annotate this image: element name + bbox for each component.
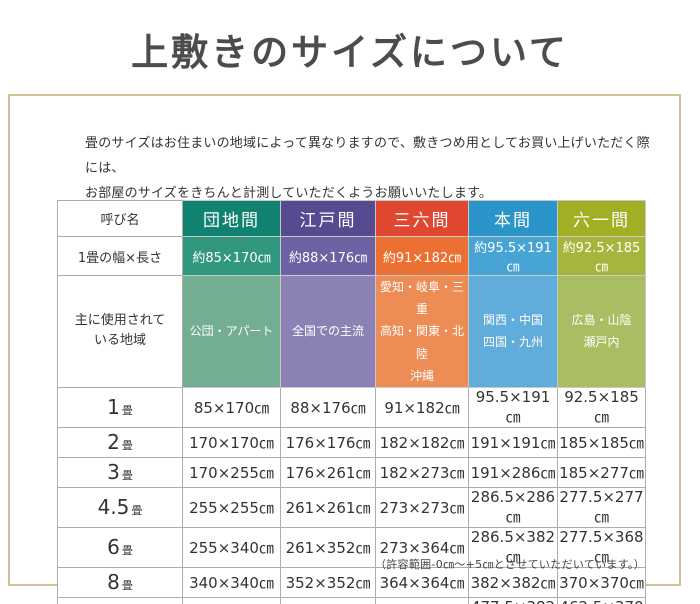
table-row-4-5jo: 4.5 畳 255×255㎝ 261×261㎝ 273×273㎝ 286.5×28…: [57, 486, 646, 528]
value-cell: 95.5×191㎝: [468, 386, 558, 428]
column-header-honma: 本間: [468, 200, 558, 237]
row-label-number: 2: [107, 430, 120, 455]
region-cell: 広島・山陰 瀬戸内: [557, 275, 646, 388]
row-label-unit: 畳: [121, 579, 133, 593]
intro-line-2: お部屋のサイズをきちんと計測していただくようお願いいたします。: [85, 186, 493, 201]
value-cell: 261×261㎝: [280, 486, 376, 528]
region-label: 主に使用されて いる地域: [57, 275, 183, 388]
unit-size-cell: 約88×176㎝: [280, 236, 376, 276]
region-cell: 愛知・岐阜・三重 高知・関東・北陸 沖縄: [375, 275, 469, 388]
row-label-number: 4.5: [97, 495, 130, 520]
region-row: 主に使用されて いる地域 公団・アパート 全国での主流 愛知・岐阜・三重 高知・…: [57, 275, 646, 388]
value-cell: 277.5×368㎝: [557, 526, 646, 568]
column-header-sabuma: 三六間: [375, 200, 469, 237]
value-cell: 191×191㎝: [468, 426, 558, 458]
table-row-10jo: 10畳 425×340㎝ 440×352㎝ 455×364㎝ 477.5×382…: [57, 596, 646, 604]
row-label-unit: 畳: [121, 439, 133, 453]
value-cell: 88×176㎝: [280, 386, 376, 428]
value-cell: 477.5×382㎝: [468, 596, 558, 604]
value-cell: 182×273㎝: [375, 456, 469, 488]
value-cell: 286.5×286㎝: [468, 486, 558, 528]
row-label-number: 3: [107, 460, 120, 485]
row-label-unit: 畳: [121, 544, 133, 558]
value-cell: 176×261㎝: [280, 456, 376, 488]
value-cell: 382×382㎝: [468, 566, 558, 598]
value-cell: 273×273㎝: [375, 486, 469, 528]
value-cell: 255×255㎝: [182, 486, 281, 528]
column-header-rokuichima: 六一間: [557, 200, 646, 237]
value-cell: 185×277㎝: [557, 456, 646, 488]
row-label: 4.5 畳: [57, 486, 183, 528]
intro-text: 畳のサイズはお住まいの地域によって異なりますので、敷きつめ用としてお買い上げいた…: [85, 131, 655, 206]
intro-line-1: 畳のサイズはお住まいの地域によって異なりますので、敷きつめ用としてお買い上げいた…: [85, 136, 650, 176]
row-label-number: 6: [107, 535, 120, 560]
value-cell: 462.5×370㎝: [557, 596, 646, 604]
value-cell: 85×170㎝: [182, 386, 281, 428]
row-label-unit: 畳: [121, 404, 133, 418]
row-label: 10畳: [57, 596, 183, 604]
value-cell: 440×352㎝: [280, 596, 376, 604]
unit-size-cell: 約91×182㎝: [375, 236, 469, 276]
value-cell: 340×340㎝: [182, 566, 281, 598]
corner-header: 呼び名: [57, 200, 183, 237]
header-row: 呼び名 団地間 江戸間 三六間 本間 六一間: [57, 200, 646, 237]
column-header-danchima: 団地間: [182, 200, 281, 237]
value-cell: 273×364㎝: [375, 526, 469, 568]
value-cell: 176×176㎝: [280, 426, 376, 458]
page-title: 上敷きのサイズについて: [131, 30, 569, 74]
tatami-size-table: 呼び名 団地間 江戸間 三六間 本間 六一間 1畳の幅×長さ 約85×170㎝ …: [57, 200, 646, 604]
unit-size-cell: 約92.5×185㎝: [557, 236, 646, 276]
region-cell: 公団・アパート: [182, 275, 281, 388]
value-cell: 261×352㎝: [280, 526, 376, 568]
value-cell: 370×370㎝: [557, 566, 646, 598]
value-cell: 286.5×382㎝: [468, 526, 558, 568]
unit-size-cell: 約95.5×191㎝: [468, 236, 558, 276]
value-cell: 170×255㎝: [182, 456, 281, 488]
unit-size-label: 1畳の幅×長さ: [57, 236, 183, 276]
region-cell: 全国での主流: [280, 275, 376, 388]
value-cell: 182×182㎝: [375, 426, 469, 458]
region-cell: 関西・中国 四国・九州: [468, 275, 558, 388]
value-cell: 455×364㎝: [375, 596, 469, 604]
value-cell: 425×340㎝: [182, 596, 281, 604]
tolerance-footnote: （許容範囲-0㎝〜+5㎝とさせていただいています。）: [374, 558, 645, 571]
row-label-unit: 畳: [121, 469, 133, 483]
unit-size-row: 1畳の幅×長さ 約85×170㎝ 約88×176㎝ 約91×182㎝ 約95.5…: [57, 236, 646, 276]
unit-size-cell: 約85×170㎝: [182, 236, 281, 276]
row-label-number: 8: [107, 570, 120, 595]
value-cell: 277.5×277㎝: [557, 486, 646, 528]
row-label-unit: 畳: [131, 504, 143, 518]
value-cell: 255×340㎝: [182, 526, 281, 568]
row-label-number: 1: [107, 395, 120, 420]
value-cell: 92.5×185㎝: [557, 386, 646, 428]
value-cell: 352×352㎝: [280, 566, 376, 598]
value-cell: 170×170㎝: [182, 426, 281, 458]
value-cell: 185×185㎝: [557, 426, 646, 458]
value-cell: 191×286㎝: [468, 456, 558, 488]
value-cell: 91×182㎝: [375, 386, 469, 428]
column-header-edoma: 江戸間: [280, 200, 376, 237]
